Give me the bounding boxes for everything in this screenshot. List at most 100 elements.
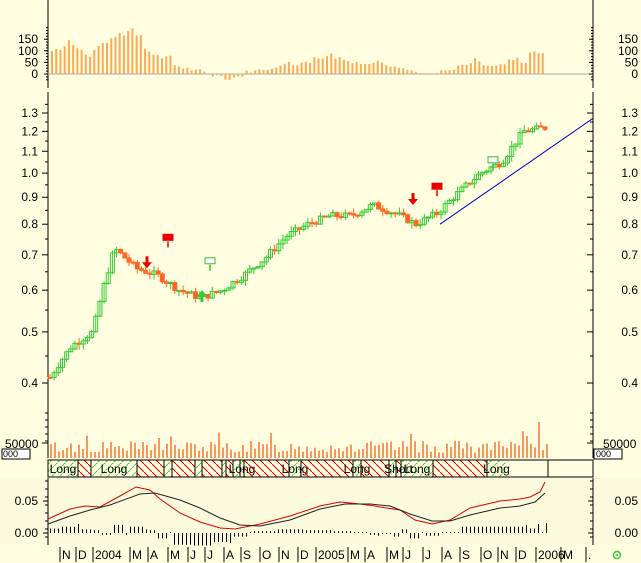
price-tick-label: 0.9	[621, 190, 638, 204]
month-label: J	[405, 548, 411, 562]
hist-tick-label: 50	[625, 55, 639, 69]
status-segment-short	[171, 460, 195, 477]
macd-tick-label: 0.05	[15, 494, 39, 508]
macd-fast-line	[47, 481, 546, 530]
price-tick-label: 0.7	[21, 248, 38, 262]
month-label: N	[62, 548, 71, 562]
hist-tick-label: 0	[631, 67, 638, 81]
price-tick-label: 0.6	[21, 283, 38, 297]
month-label: M	[389, 548, 399, 562]
hist-tick-label: 150	[618, 32, 638, 46]
status-segment-long	[163, 460, 172, 477]
status-segment-short	[432, 460, 487, 477]
macd-tick-label: 0.00	[615, 526, 639, 540]
month-label: D	[78, 548, 87, 562]
macd-panel: 0.05 0.05 0.00 0.00	[0, 478, 641, 546]
trendline[interactable]	[439, 117, 594, 225]
month-label: M	[563, 548, 573, 562]
month-label: O	[262, 548, 271, 562]
status-segment-long	[194, 460, 202, 477]
hist-tick-label: 150	[18, 32, 38, 46]
status-segment-short	[300, 460, 353, 477]
buy-flag-icon	[204, 257, 216, 271]
month-label: S	[462, 548, 470, 562]
macd-tick-label: 0.05	[615, 494, 639, 508]
month-label: J	[190, 548, 196, 562]
month-label: M	[350, 548, 360, 562]
status-segment-long: Long	[483, 460, 510, 477]
month-label: 2004	[95, 548, 122, 562]
month-label: S	[243, 548, 251, 562]
hist-tick-label: 100	[18, 44, 38, 58]
month-label: A	[367, 548, 375, 562]
month-label: A	[444, 548, 452, 562]
price-candlestick-panel: 1.3 1.3 1.2 1.2 1.1 1.1 1.0 1.0 0.9 0.9 0.8 0.8 0.7 0…	[21, 92, 638, 420]
svg-text:000: 000	[596, 449, 611, 459]
month-label: M	[132, 548, 142, 562]
month-label: O	[483, 548, 492, 562]
price-tick-label: 0.5	[21, 325, 38, 339]
month-label: J	[425, 548, 431, 562]
volume-tick-label: 50000	[603, 437, 637, 451]
price-tick-label: 0.8	[621, 217, 638, 231]
status-segment-short	[136, 460, 164, 477]
status-label: Long	[404, 462, 431, 476]
price-tick-label: 0.8	[21, 217, 38, 231]
hist-tick-label: 0	[31, 67, 38, 81]
price-tick-label: 0.9	[21, 190, 38, 204]
macd-slow-line	[47, 492, 546, 527]
price-tick-label: 1.3	[21, 106, 38, 120]
buy-arrow-icon	[197, 290, 207, 303]
macd-tick-label: 0.00	[15, 526, 39, 540]
month-label: J	[207, 548, 213, 562]
sell-flag-icon	[431, 182, 443, 197]
price-tick-label: 1.2	[621, 124, 638, 138]
month-label: 2005	[318, 548, 345, 562]
status-segment-long: Long	[400, 460, 433, 477]
status-segment-long	[221, 460, 226, 477]
status-label: Long	[483, 462, 510, 476]
status-label: Long	[50, 462, 77, 476]
price-tick-label: 0.6	[621, 283, 638, 297]
status-segment-long: Long	[90, 460, 137, 477]
price-tick-label: 1.1	[21, 144, 38, 158]
hist-tick-label: 50	[25, 55, 39, 69]
month-label: .	[588, 548, 591, 562]
price-tick-label: 1.0	[621, 166, 638, 180]
price-tick-label: 1.0	[21, 166, 38, 180]
status-segment-short	[243, 460, 289, 477]
status-segment-short	[360, 460, 389, 477]
status-segment-long: Long	[47, 460, 78, 477]
status-segment-short	[225, 460, 233, 477]
status-segment-short	[77, 460, 91, 477]
status-segment-long	[232, 460, 240, 477]
price-tick-label: 1.1	[621, 144, 638, 158]
month-label: N	[281, 548, 290, 562]
month-label: D	[518, 548, 527, 562]
price-tick-label: 0.7	[621, 248, 638, 262]
month-label: A	[226, 548, 234, 562]
month-label: M	[170, 548, 180, 562]
month-label: 2006	[538, 548, 565, 562]
status-segment-long	[388, 460, 396, 477]
svg-text:000: 000	[3, 449, 18, 459]
refresh-icon[interactable]	[612, 550, 622, 560]
sell-arrow-icon	[142, 256, 152, 269]
sell-arrow-icon	[408, 193, 418, 206]
buy-flag-icon	[487, 156, 499, 170]
month-label: N	[500, 548, 509, 562]
price-tick-label: 0.4	[21, 376, 38, 390]
hist-tick-label: 100	[618, 44, 638, 58]
price-tick-label: 1.2	[21, 124, 38, 138]
month-label: A	[150, 548, 158, 562]
volume-tick-label: 50000	[5, 437, 39, 451]
sell-flag-icon	[162, 233, 174, 248]
month-label: D	[300, 548, 309, 562]
price-tick-label: 0.4	[621, 376, 638, 390]
status-segment-short	[201, 460, 222, 477]
